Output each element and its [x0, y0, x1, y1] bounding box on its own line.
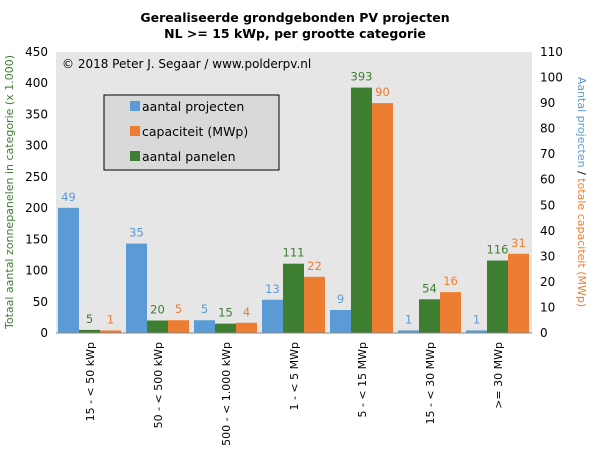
bar-aantal-projecten: [262, 299, 283, 333]
left-tick-label: 200: [25, 201, 48, 215]
right-tick-label: 80: [540, 122, 555, 136]
left-tick-label: 400: [25, 76, 48, 90]
right-axis-label: Aantal projecten / totale capaciteit (MW…: [575, 77, 588, 307]
x-tick-label: 15 - < 50 kWp: [84, 342, 97, 421]
left-axis-ticks: 0 50 100 150 200 250 300 350 400 450: [25, 45, 48, 340]
bar-capaciteit-mwp-: [168, 320, 189, 333]
legend-label-projects: aantal projecten: [142, 99, 244, 114]
data-label-aantal-panelen: 393: [351, 70, 373, 84]
data-label-aantal-projecten: 1: [405, 312, 412, 326]
right-axis-label-separator: /: [575, 168, 588, 179]
right-tick-label: 100: [540, 71, 563, 85]
left-tick-label: 0: [40, 326, 48, 340]
data-label-aantal-panelen: 116: [487, 243, 509, 257]
data-label-capaciteit-mwp-: 16: [443, 274, 458, 288]
bar-aantal-panelen: [351, 87, 372, 334]
data-label-aantal-panelen: 15: [218, 306, 233, 320]
bar-aantal-panelen: [147, 320, 168, 333]
chart-title: Gerealiseerde grondgebonden PV projecten: [140, 10, 449, 25]
x-tick-label: 15 - < 30 MWp: [424, 342, 437, 425]
legend-label-panels: aantal panelen: [142, 149, 236, 164]
bar-capaciteit-mwp-: [304, 276, 325, 333]
copyright-text: © 2018 Peter J. Segaar / www.polderpv.nl: [62, 57, 311, 71]
bar-aantal-projecten: [398, 330, 419, 333]
right-tick-label: 50: [540, 198, 555, 212]
bar-capaciteit-mwp-: [236, 322, 257, 333]
bar-aantal-projecten: [126, 243, 147, 333]
data-label-aantal-projecten: 5: [201, 302, 208, 316]
data-label-aantal-projecten: 1: [473, 312, 480, 326]
right-tick-label: 20: [540, 275, 555, 289]
data-label-capaciteit-mwp-: 22: [307, 259, 322, 273]
data-label-aantal-projecten: 49: [61, 190, 76, 204]
left-tick-label: 50: [33, 295, 48, 309]
x-tick-label: 50 - < 500 kWp: [152, 342, 165, 428]
bar-capaciteit-mwp-: [440, 292, 461, 333]
x-tick-label: 1 - < 5 MWp: [288, 342, 301, 411]
data-label-aantal-panelen: 5: [86, 312, 93, 326]
left-tick-label: 250: [25, 170, 48, 184]
chart-subtitle: NL >= 15 kWp, per grootte categorie: [164, 26, 426, 41]
left-tick-label: 450: [25, 45, 48, 59]
bars: [58, 87, 529, 334]
x-tick-label: 500 - < 1.000 kWp: [220, 342, 233, 446]
bar-aantal-panelen: [487, 260, 508, 333]
data-label-aantal-projecten: 9: [337, 292, 344, 306]
right-tick-label: 0: [540, 326, 548, 340]
data-label-capaciteit-mwp-: 31: [511, 236, 526, 250]
right-axis-label-part1: Aantal projecten: [575, 77, 588, 168]
x-tick-label: 5 - < 15 MWp: [356, 342, 369, 418]
legend: aantal projecten capaciteit (MWp) aantal…: [103, 94, 280, 171]
left-tick-label: 100: [25, 264, 48, 278]
right-tick-label: 70: [540, 147, 555, 161]
right-tick-label: 90: [540, 96, 555, 110]
bar-aantal-panelen: [419, 299, 440, 333]
right-tick-label: 10: [540, 300, 555, 314]
data-label-capaciteit-mwp-: 4: [243, 305, 250, 319]
data-label-aantal-projecten: 35: [129, 226, 144, 240]
bar-capaciteit-mwp-: [372, 103, 393, 333]
data-label-aantal-panelen: 111: [283, 246, 305, 260]
data-label-capaciteit-mwp-: 90: [375, 85, 390, 99]
bar-aantal-panelen: [215, 323, 236, 333]
left-tick-label: 300: [25, 139, 48, 153]
data-label-capaciteit-mwp-: 1: [107, 312, 114, 326]
right-tick-label: 110: [540, 45, 563, 59]
legend-swatch-panels: [130, 151, 140, 161]
x-tick-label: >= 30 MWp: [492, 342, 505, 409]
bar-capaciteit-mwp-: [508, 253, 529, 333]
right-axis-ticks: 0 10 20 30 40 50 60 70 80 90 100 110: [540, 45, 563, 340]
left-tick-label: 350: [25, 107, 48, 121]
right-tick-label: 60: [540, 173, 555, 187]
bar-aantal-projecten: [194, 320, 215, 333]
bar-capaciteit-mwp-: [100, 330, 121, 333]
bar-aantal-panelen: [283, 263, 304, 333]
data-label-aantal-panelen: 54: [422, 281, 437, 295]
legend-swatch-capacity: [130, 126, 140, 136]
bar-aantal-panelen: [79, 329, 100, 333]
bar-aantal-projecten: [330, 310, 351, 333]
bar-aantal-projecten: [466, 330, 487, 333]
x-axis-labels: 15 - < 50 kWp 50 - < 500 kWp 500 - < 1.000…: [84, 342, 505, 446]
right-tick-label: 30: [540, 249, 555, 263]
legend-swatch-projects: [130, 101, 140, 111]
right-tick-label: 40: [540, 224, 555, 238]
left-tick-label: 150: [25, 232, 48, 246]
left-axis-label: Totaal aantal zonnepanelen in categorie …: [3, 55, 16, 330]
data-label-aantal-projecten: 13: [265, 282, 280, 296]
right-axis-label-part2: totale capaciteit (MWp): [575, 178, 588, 307]
data-label-aantal-panelen: 20: [150, 303, 165, 317]
data-label-capaciteit-mwp-: 5: [175, 302, 182, 316]
legend-label-capacity: capaciteit (MWp): [142, 124, 248, 139]
bar-aantal-projecten: [58, 207, 79, 333]
